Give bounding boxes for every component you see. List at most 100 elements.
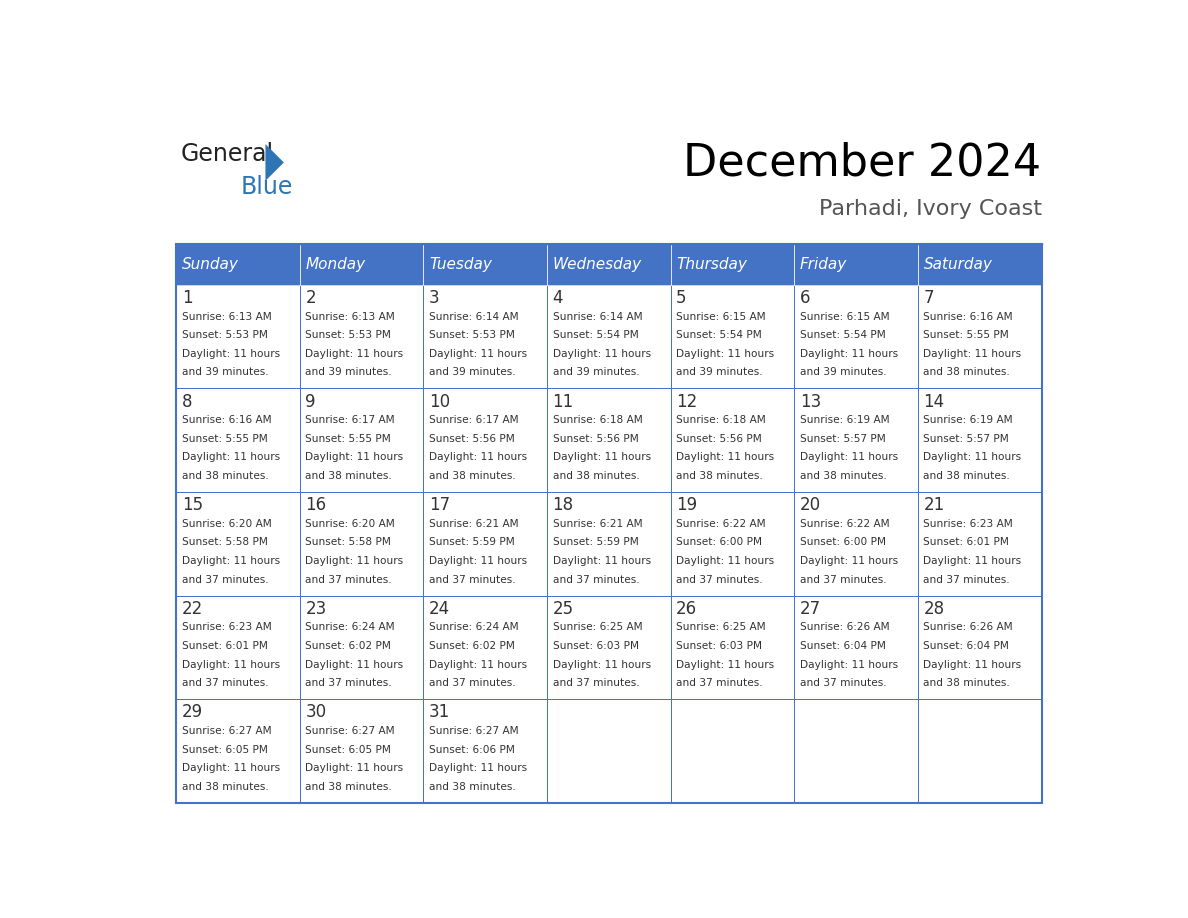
- Text: Sunrise: 6:18 AM: Sunrise: 6:18 AM: [676, 415, 766, 425]
- Text: 30: 30: [305, 703, 327, 722]
- Text: 3: 3: [429, 289, 440, 307]
- Text: and 38 minutes.: and 38 minutes.: [305, 782, 392, 792]
- Text: Daylight: 11 hours: Daylight: 11 hours: [800, 660, 898, 670]
- Text: Sunrise: 6:22 AM: Sunrise: 6:22 AM: [676, 519, 766, 529]
- Text: and 37 minutes.: and 37 minutes.: [800, 575, 886, 585]
- Text: and 38 minutes.: and 38 minutes.: [923, 471, 1010, 481]
- Text: Sunset: 5:56 PM: Sunset: 5:56 PM: [429, 434, 514, 444]
- FancyBboxPatch shape: [918, 285, 1042, 388]
- Text: Sunrise: 6:15 AM: Sunrise: 6:15 AM: [676, 311, 766, 321]
- Text: General: General: [181, 142, 274, 166]
- FancyBboxPatch shape: [546, 244, 671, 285]
- FancyBboxPatch shape: [918, 596, 1042, 700]
- Text: 26: 26: [676, 599, 697, 618]
- Text: 4: 4: [552, 289, 563, 307]
- Text: Sunrise: 6:26 AM: Sunrise: 6:26 AM: [923, 622, 1013, 633]
- Text: Blue: Blue: [240, 175, 293, 199]
- FancyBboxPatch shape: [176, 492, 299, 596]
- Text: and 37 minutes.: and 37 minutes.: [429, 678, 516, 688]
- Text: Sunrise: 6:17 AM: Sunrise: 6:17 AM: [305, 415, 394, 425]
- Text: 14: 14: [923, 393, 944, 410]
- Text: Sunrise: 6:15 AM: Sunrise: 6:15 AM: [800, 311, 890, 321]
- Text: 25: 25: [552, 599, 574, 618]
- FancyBboxPatch shape: [176, 700, 299, 803]
- FancyBboxPatch shape: [795, 700, 918, 803]
- Text: Daylight: 11 hours: Daylight: 11 hours: [923, 556, 1022, 566]
- Text: and 37 minutes.: and 37 minutes.: [800, 678, 886, 688]
- Text: Sunrise: 6:19 AM: Sunrise: 6:19 AM: [800, 415, 890, 425]
- Text: Daylight: 11 hours: Daylight: 11 hours: [182, 660, 279, 670]
- Text: Sunset: 5:59 PM: Sunset: 5:59 PM: [429, 537, 514, 547]
- FancyBboxPatch shape: [299, 388, 423, 492]
- Text: Daylight: 11 hours: Daylight: 11 hours: [429, 349, 527, 359]
- Text: Daylight: 11 hours: Daylight: 11 hours: [800, 349, 898, 359]
- Text: Sunset: 5:55 PM: Sunset: 5:55 PM: [305, 434, 391, 444]
- Text: Daylight: 11 hours: Daylight: 11 hours: [676, 660, 775, 670]
- Text: 24: 24: [429, 599, 450, 618]
- Text: 17: 17: [429, 497, 450, 514]
- Text: Daylight: 11 hours: Daylight: 11 hours: [923, 660, 1022, 670]
- FancyBboxPatch shape: [546, 285, 671, 388]
- Text: and 37 minutes.: and 37 minutes.: [676, 678, 763, 688]
- Text: Monday: Monday: [305, 257, 366, 272]
- Text: 7: 7: [923, 289, 934, 307]
- Text: Sunset: 5:54 PM: Sunset: 5:54 PM: [676, 330, 762, 341]
- FancyBboxPatch shape: [546, 700, 671, 803]
- Text: Sunrise: 6:19 AM: Sunrise: 6:19 AM: [923, 415, 1013, 425]
- Text: and 39 minutes.: and 39 minutes.: [429, 367, 516, 377]
- Text: and 39 minutes.: and 39 minutes.: [676, 367, 763, 377]
- FancyBboxPatch shape: [671, 244, 795, 285]
- Text: Sunday: Sunday: [182, 257, 239, 272]
- Text: and 38 minutes.: and 38 minutes.: [429, 782, 516, 792]
- Text: Sunset: 6:04 PM: Sunset: 6:04 PM: [923, 641, 1010, 651]
- Text: Daylight: 11 hours: Daylight: 11 hours: [305, 349, 404, 359]
- Text: and 38 minutes.: and 38 minutes.: [923, 367, 1010, 377]
- Text: Sunrise: 6:21 AM: Sunrise: 6:21 AM: [429, 519, 518, 529]
- Text: 21: 21: [923, 497, 944, 514]
- Text: Daylight: 11 hours: Daylight: 11 hours: [923, 453, 1022, 463]
- Text: and 38 minutes.: and 38 minutes.: [429, 471, 516, 481]
- Text: Sunset: 5:56 PM: Sunset: 5:56 PM: [676, 434, 762, 444]
- Text: and 37 minutes.: and 37 minutes.: [552, 678, 639, 688]
- Text: Sunset: 5:54 PM: Sunset: 5:54 PM: [800, 330, 885, 341]
- FancyBboxPatch shape: [176, 388, 299, 492]
- Text: and 38 minutes.: and 38 minutes.: [923, 678, 1010, 688]
- Text: Daylight: 11 hours: Daylight: 11 hours: [429, 453, 527, 463]
- Text: Sunset: 6:06 PM: Sunset: 6:06 PM: [429, 744, 514, 755]
- Text: Daylight: 11 hours: Daylight: 11 hours: [182, 556, 279, 566]
- FancyBboxPatch shape: [918, 388, 1042, 492]
- Text: Daylight: 11 hours: Daylight: 11 hours: [182, 453, 279, 463]
- Text: Tuesday: Tuesday: [429, 257, 492, 272]
- Text: and 37 minutes.: and 37 minutes.: [429, 575, 516, 585]
- Text: Sunset: 5:56 PM: Sunset: 5:56 PM: [552, 434, 638, 444]
- FancyBboxPatch shape: [299, 492, 423, 596]
- Text: Sunrise: 6:20 AM: Sunrise: 6:20 AM: [182, 519, 271, 529]
- Text: Daylight: 11 hours: Daylight: 11 hours: [429, 556, 527, 566]
- Text: Daylight: 11 hours: Daylight: 11 hours: [182, 349, 279, 359]
- Text: Sunrise: 6:18 AM: Sunrise: 6:18 AM: [552, 415, 643, 425]
- FancyBboxPatch shape: [176, 244, 299, 285]
- Text: 23: 23: [305, 599, 327, 618]
- FancyBboxPatch shape: [795, 244, 918, 285]
- FancyBboxPatch shape: [299, 244, 423, 285]
- Text: Sunset: 5:54 PM: Sunset: 5:54 PM: [552, 330, 638, 341]
- Text: 15: 15: [182, 497, 203, 514]
- Text: and 38 minutes.: and 38 minutes.: [182, 782, 268, 792]
- Text: Daylight: 11 hours: Daylight: 11 hours: [429, 764, 527, 773]
- Text: 8: 8: [182, 393, 192, 410]
- Text: Sunset: 6:04 PM: Sunset: 6:04 PM: [800, 641, 886, 651]
- FancyBboxPatch shape: [546, 388, 671, 492]
- FancyBboxPatch shape: [671, 596, 795, 700]
- Text: 20: 20: [800, 497, 821, 514]
- Text: Sunset: 5:55 PM: Sunset: 5:55 PM: [923, 330, 1010, 341]
- Text: Sunset: 5:57 PM: Sunset: 5:57 PM: [923, 434, 1010, 444]
- Text: Sunset: 5:53 PM: Sunset: 5:53 PM: [182, 330, 267, 341]
- FancyBboxPatch shape: [299, 700, 423, 803]
- Text: and 38 minutes.: and 38 minutes.: [182, 471, 268, 481]
- Text: Sunset: 5:53 PM: Sunset: 5:53 PM: [429, 330, 514, 341]
- Text: Daylight: 11 hours: Daylight: 11 hours: [676, 349, 775, 359]
- Text: Sunset: 5:53 PM: Sunset: 5:53 PM: [305, 330, 391, 341]
- Text: Thursday: Thursday: [676, 257, 747, 272]
- Text: Sunrise: 6:24 AM: Sunrise: 6:24 AM: [429, 622, 518, 633]
- Text: 29: 29: [182, 703, 203, 722]
